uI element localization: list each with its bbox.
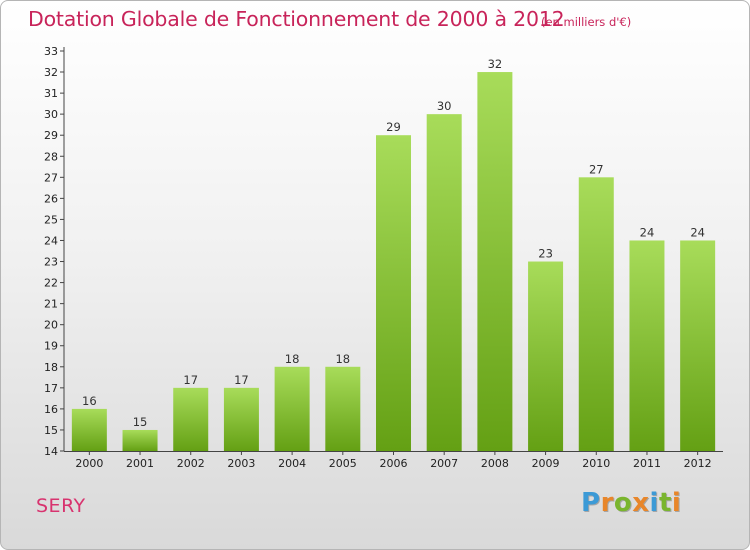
y-tick-label: 29 — [44, 129, 58, 142]
bar — [71, 408, 107, 451]
data-label: 23 — [538, 247, 553, 261]
bar — [528, 261, 564, 451]
x-tick-label: 2002 — [177, 457, 205, 470]
data-label: 24 — [640, 225, 655, 239]
data-label: 24 — [690, 225, 705, 239]
chart-title: Dotation Globale de Fonctionnement de 20… — [28, 7, 565, 31]
y-tick-label: 26 — [44, 192, 58, 205]
bar — [173, 387, 209, 451]
y-tick-label: 24 — [44, 234, 58, 247]
x-tick-label: 2007 — [430, 457, 458, 470]
x-tick-label: 2003 — [227, 457, 255, 470]
data-label: 29 — [386, 120, 401, 134]
y-tick-label: 32 — [44, 66, 58, 79]
y-tick-label: 31 — [44, 87, 58, 100]
x-tick-label: 2006 — [380, 457, 408, 470]
proxiti-logo: Proxiti — [581, 488, 681, 518]
y-tick-label: 18 — [44, 361, 58, 374]
y-tick-label: 33 — [44, 45, 58, 58]
logo-letter: r — [600, 488, 614, 518]
data-label: 17 — [183, 373, 198, 387]
y-tick-label: 19 — [44, 340, 58, 353]
y-tick-label: 22 — [44, 277, 58, 290]
data-label: 15 — [133, 415, 148, 429]
x-tick-label: 2012 — [684, 457, 712, 470]
x-tick-label: 2001 — [126, 457, 154, 470]
bar — [477, 72, 513, 451]
bar — [376, 135, 411, 452]
y-tick-label: 28 — [44, 150, 58, 163]
data-label: 17 — [234, 373, 249, 387]
x-tick-label: 2009 — [532, 457, 560, 470]
x-tick-label: 2010 — [582, 457, 610, 470]
bar — [274, 366, 310, 451]
data-label: 27 — [589, 162, 604, 176]
logo-letter: i — [649, 488, 659, 518]
y-tick-label: 27 — [44, 171, 58, 184]
logo-letter: x — [632, 488, 650, 518]
data-label: 32 — [488, 57, 503, 71]
data-label: 18 — [285, 352, 300, 366]
data-label: 16 — [82, 394, 97, 408]
bar — [680, 240, 716, 451]
y-tick-label: 14 — [44, 445, 58, 458]
y-tick-label: 25 — [44, 213, 58, 226]
axes: 14 15 16 17 18 19 20 21 22 23 24 25 26 27 28 29 30 31 32 33 — [44, 45, 723, 458]
logo-letter: i — [671, 488, 682, 518]
y-tick-label: 17 — [44, 382, 58, 395]
bars — [71, 72, 716, 452]
y-tick-label: 15 — [44, 424, 58, 437]
y-tick-label: 16 — [44, 403, 58, 416]
x-tick-label: 2008 — [481, 457, 509, 470]
bar — [578, 177, 614, 451]
bar — [629, 240, 665, 451]
chart-unit: (en milliers d'€) — [541, 15, 632, 29]
x-tick-label: 2005 — [329, 457, 357, 470]
logo-letter: P — [581, 488, 601, 518]
labels: 2000 16 2001 15 2002 17 2003 17 2004 18 2005 18 2006… — [75, 57, 711, 470]
bar — [325, 366, 361, 451]
commune-name: SERY — [36, 495, 86, 517]
data-label: 18 — [335, 352, 350, 366]
bar — [426, 114, 462, 451]
x-tick-label: 2011 — [633, 457, 661, 470]
data-label: 30 — [437, 99, 452, 113]
y-tick-label: 30 — [44, 108, 58, 121]
bar — [223, 387, 259, 451]
y-tick-label: 21 — [44, 298, 58, 311]
bar — [122, 429, 158, 451]
x-tick-label: 2004 — [278, 457, 306, 470]
logo-letter: o — [613, 488, 633, 518]
y-tick-label: 20 — [44, 319, 58, 332]
x-tick-label: 2000 — [75, 457, 103, 470]
y-tick-label: 23 — [44, 256, 58, 269]
logo-letter: t — [658, 488, 672, 518]
